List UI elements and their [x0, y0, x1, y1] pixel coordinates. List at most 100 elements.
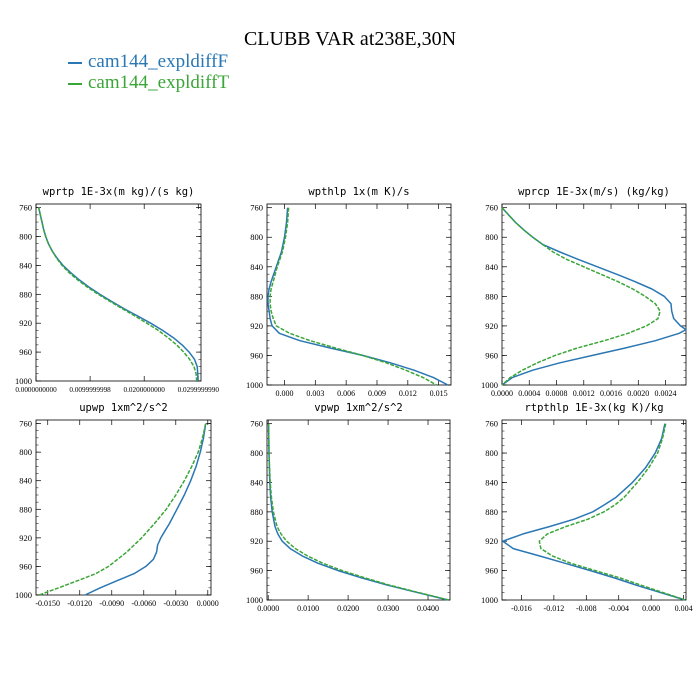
legend-label: cam144_expldiffF	[88, 51, 229, 72]
x-tick-label: 0.0200000000	[124, 386, 166, 394]
x-tick-label: 0.0200	[337, 604, 359, 613]
x-tick-label: 0.003	[306, 389, 324, 398]
y-tick-label: 760	[485, 419, 498, 429]
y-tick-label: 880	[19, 504, 32, 514]
y-tick-label: 840	[19, 260, 32, 270]
x-tick-label: 0.0000	[257, 604, 279, 613]
y-tick-label: 880	[19, 289, 32, 299]
y-tick-label: 800	[19, 232, 32, 242]
y-tick-label: 840	[250, 262, 263, 272]
panel-title: rtpthlp 1E-3x(kg K)/kg	[524, 402, 663, 414]
y-tick-label: 960	[19, 347, 32, 357]
legend-entry-expldiffT: cam144_expldiffT	[68, 72, 229, 94]
x-tick-label: 0.0300	[377, 604, 399, 613]
x-tick-label: 0.0000	[491, 389, 513, 398]
series-line-expldiffT	[538, 423, 686, 601]
y-tick-label: 920	[19, 318, 32, 328]
x-tick-label: 0.012	[399, 389, 417, 398]
x-tick-label: 0.006	[337, 389, 355, 398]
x-tick-label: 0.0299999990	[178, 386, 220, 394]
x-tick-label: -0.012	[544, 604, 565, 613]
panel-title: wprcp 1E-3x(m/s) (kg/kg)	[518, 186, 670, 198]
y-tick-label: 960	[19, 561, 32, 571]
x-tick-label: 0.0016	[600, 389, 622, 398]
legend-label: cam144_expldiffT	[88, 72, 230, 93]
series-line-expldiffT	[267, 423, 449, 601]
panel-1: wprtp 1E-3x(m kg)/(s kg) 760 800 840 880 920 9…	[15, 186, 219, 394]
x-tick-label: -0.008	[576, 604, 597, 613]
y-tick-label: 840	[19, 476, 32, 486]
y-tick-label: 1000	[481, 595, 498, 605]
y-tick-label: 880	[485, 507, 498, 517]
y-tick-label: 960	[485, 566, 498, 576]
series-line-expldiffF	[37, 207, 199, 381]
plot-frame	[35, 203, 202, 382]
x-tick-label: 0.0024	[655, 389, 677, 398]
panel-3: wprcp 1E-3x(m/s) (kg/kg) 760 800 840 880 920 9…	[481, 186, 687, 398]
panel-2: wpthlp 1x(m K)/s 760 800 840 880 920 960 1000 0.…	[246, 186, 452, 398]
x-tick-label: 0.0400	[417, 604, 439, 613]
y-tick-label: 800	[19, 447, 32, 457]
y-tick-label: 960	[485, 350, 498, 360]
x-tick-label: 0.0004	[518, 389, 540, 398]
y-tick-label: 760	[485, 203, 498, 213]
panel-title: wpthlp 1x(m K)/s	[308, 186, 409, 198]
x-tick-label: -0.004	[608, 604, 629, 613]
x-tick-label: 0.0020	[627, 389, 649, 398]
panel-title: vpwp 1xm^2/s^2	[314, 402, 403, 414]
series-line-expldiffF	[267, 207, 449, 386]
y-tick-label: 920	[250, 321, 263, 331]
x-tick-label: 0.000	[642, 604, 660, 613]
y-tick-label: 920	[250, 536, 263, 546]
series-line-expldiffF	[84, 423, 207, 596]
y-tick-label: 840	[485, 477, 498, 487]
y-tick-label: 840	[485, 262, 498, 272]
series-line-expldiffT	[269, 207, 437, 386]
panel-title: wprtp 1E-3x(m kg)/(s kg)	[43, 186, 195, 198]
x-tick-label: -0.016	[511, 604, 532, 613]
y-tick-label: 800	[485, 232, 498, 242]
plot-frame	[35, 419, 212, 596]
x-tick-label: 0.004	[675, 604, 693, 613]
y-tick-label: 1000	[246, 595, 263, 605]
x-tick-label: 0.0000000000	[15, 386, 57, 394]
panel-4: upwp 1xm^2/s^27608008408809209601000-0.0…	[15, 402, 219, 608]
y-tick-label: 880	[250, 291, 263, 301]
y-tick-label: 920	[485, 536, 498, 546]
y-tick-label: 760	[19, 203, 32, 213]
x-tick-label: 0.0000	[197, 599, 219, 608]
y-tick-label: 960	[250, 350, 263, 360]
series-line-expldiffT	[501, 207, 661, 386]
x-tick-label: -0.0120	[67, 599, 92, 608]
series-line-expldiffT	[37, 207, 198, 382]
panel-5: vpwp 1xm^2/s^2 760 800 840 880 920 960 10000.00…	[246, 402, 451, 613]
y-tick-label: 760	[19, 419, 32, 429]
y-tick-label: 800	[250, 232, 263, 242]
x-tick-label: 0.0012	[573, 389, 595, 398]
legend-entry-expldiffF: cam144_expldiffF	[68, 51, 228, 73]
y-tick-label: 760	[250, 419, 263, 429]
legend-line-icon	[68, 82, 82, 85]
x-tick-label: 0.0100	[297, 604, 319, 613]
x-tick-label: 0.015	[430, 389, 448, 398]
series-line-expldiffT	[38, 423, 207, 596]
plot-frame	[501, 203, 687, 386]
y-tick-label: 920	[485, 321, 498, 331]
panel-title: upwp 1xm^2/s^2	[79, 402, 168, 414]
x-tick-label: -0.0090	[99, 599, 124, 608]
series-line-expldiffF	[267, 423, 449, 601]
y-tick-label: 960	[250, 566, 263, 576]
y-tick-label: 920	[19, 533, 32, 543]
x-tick-label: 0.0099999998	[69, 386, 111, 394]
plot-frame	[266, 419, 451, 601]
panel-6: rtpthlp 1E-3x(kg K)/kg 760 800 840 880 920 960…	[481, 402, 693, 613]
y-tick-label: 1000	[15, 590, 32, 600]
x-tick-label: -0.0150	[35, 599, 60, 608]
x-tick-label: -0.0030	[163, 599, 188, 608]
x-tick-label: 0.009	[368, 389, 386, 398]
y-tick-label: 1000	[246, 380, 263, 390]
y-tick-label: 800	[485, 448, 498, 458]
x-tick-label: 0.000	[275, 389, 293, 398]
y-tick-label: 840	[250, 477, 263, 487]
